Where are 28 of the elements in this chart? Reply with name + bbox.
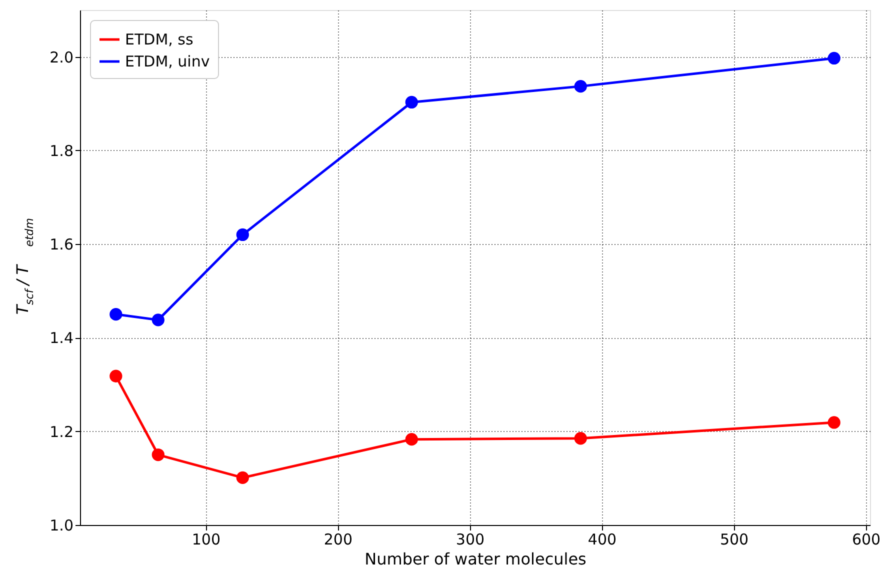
point — [110, 308, 122, 321]
point — [828, 416, 840, 429]
y-tick-label: 1.6 — [50, 236, 74, 254]
legend-label: ETDM, ss — [125, 30, 194, 48]
y-tick-label: 1.4 — [50, 329, 74, 348]
point — [828, 52, 840, 65]
x-tick-label: 300 — [456, 530, 485, 548]
point — [110, 370, 122, 382]
y-tick-label: 1.8 — [50, 142, 74, 160]
point — [405, 433, 418, 446]
y-tick-label: 1.0 — [50, 516, 74, 534]
x-tick-label: 100 — [192, 530, 220, 548]
x-axis-title: Number of water molecules — [364, 550, 586, 568]
x-tick-label: 400 — [588, 530, 617, 548]
point — [236, 228, 249, 242]
x-tick-label: 500 — [720, 530, 749, 548]
point — [574, 80, 587, 93]
x-tick-label: 200 — [324, 530, 353, 548]
point — [574, 432, 587, 445]
point — [152, 448, 164, 462]
point — [405, 96, 418, 109]
point — [152, 314, 164, 326]
y-tick-label: 1.2 — [50, 422, 74, 441]
point — [236, 471, 249, 484]
y-axis-title: Tscf / Tetdm — [13, 218, 36, 315]
x-tick-label: 600 — [852, 530, 881, 548]
y-tick-label: 2.0 — [50, 48, 74, 66]
legend-label: ETDM, uinv — [125, 52, 210, 70]
